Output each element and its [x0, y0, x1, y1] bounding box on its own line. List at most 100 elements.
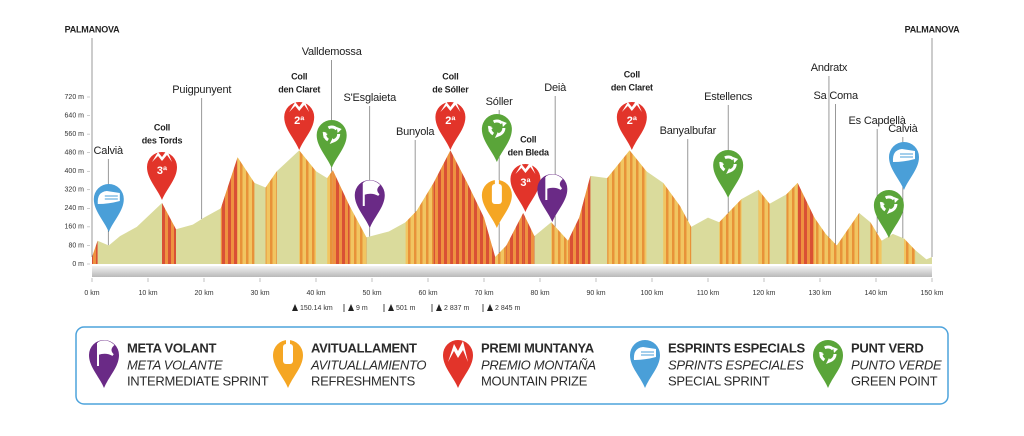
gradient-segment — [299, 150, 316, 264]
legend-es: AVITUALLAMIENTO — [310, 357, 426, 372]
x-tick-label: 110 km — [697, 290, 720, 297]
flag-icon — [97, 340, 115, 366]
x-tick-label: 130 km — [809, 290, 832, 297]
legend-item — [89, 340, 119, 388]
pin-shape — [510, 164, 541, 212]
legend-item — [443, 340, 473, 388]
sprint-lines — [900, 153, 913, 158]
y-tick-label: 80 m — [68, 242, 84, 249]
gradient-segment — [607, 150, 630, 264]
legend-title: PUNT VERD — [851, 340, 923, 355]
place-label: Sóller — [486, 96, 513, 108]
legend-item — [273, 340, 303, 388]
gradient-segment — [506, 212, 524, 264]
x-tick-label: 140 km — [865, 290, 888, 297]
gradient-segment — [680, 206, 692, 264]
x-tick-label: 60 km — [418, 290, 437, 297]
gradient-segment — [568, 217, 580, 264]
gradient-segment — [848, 212, 860, 264]
y-tick-label: 400 m — [65, 168, 85, 175]
stat-label: 9 m — [356, 305, 368, 312]
place-label: Coll — [520, 134, 536, 144]
pin — [316, 120, 347, 168]
y-tick-label: 640 m — [65, 112, 85, 119]
stat-label: 501 m — [396, 305, 416, 312]
gradient-segment — [405, 210, 417, 264]
x-tick-label: 30 km — [250, 290, 269, 297]
y-tick-label: 0 m — [72, 261, 84, 268]
legend-title: META VOLANT — [127, 340, 216, 355]
place-label: Coll — [624, 69, 640, 79]
bottle-icon — [494, 180, 499, 185]
stat-label: 150.14 km — [300, 305, 333, 312]
gradient-segment — [467, 182, 484, 264]
y-tick-label: 480 m — [65, 150, 85, 157]
place-label: PALMANOVA — [65, 24, 121, 34]
gradient-segment — [836, 229, 848, 264]
road-band — [92, 266, 932, 277]
gradient-segment — [265, 171, 277, 264]
legend-pin — [630, 340, 660, 388]
legend-title: PREMI MUNTANYA — [481, 340, 595, 355]
x-tick-label: 20 km — [194, 290, 213, 297]
pin-label: 3ª — [157, 165, 168, 177]
legend-es: PUNTO VERDE — [851, 357, 942, 372]
place-label: den Bleda — [508, 147, 550, 157]
mountain-icon — [289, 100, 310, 112]
place-label: Calvià — [888, 123, 918, 135]
pin-label: 2ª — [294, 115, 305, 127]
x-tick-label: 80 km — [530, 290, 549, 297]
legend-en: INTERMEDIATE SPRINT — [127, 373, 269, 388]
bottle-icon — [491, 184, 502, 204]
place-label: S'Esglaieta — [344, 92, 398, 104]
bottle-icon — [286, 340, 290, 345]
legend-title: AVITUALLAMENT — [311, 340, 417, 355]
pin — [889, 142, 919, 190]
place-label: Estellencs — [704, 91, 753, 103]
gradient-segment — [416, 182, 434, 264]
pin — [481, 180, 512, 228]
gradient-segment — [814, 217, 826, 264]
sprint-icon — [633, 347, 656, 360]
legend-item — [630, 340, 660, 388]
legend-pin — [443, 340, 473, 388]
pin: 2ª — [435, 100, 466, 150]
pin — [873, 190, 904, 238]
pin — [354, 180, 385, 228]
pin — [481, 114, 512, 162]
pin-shape — [616, 102, 647, 150]
y-tick-label: 560 m — [65, 131, 85, 138]
stat-icon — [436, 304, 442, 311]
gradient-segment — [220, 157, 238, 264]
legend-en: GREEN POINT — [851, 373, 938, 388]
sprint-icon — [97, 191, 120, 204]
place-label: Andratx — [811, 62, 848, 74]
x-tick-label: 90 km — [586, 290, 605, 297]
pin-shape — [435, 102, 466, 150]
sprint-lines — [104, 195, 118, 200]
pin-shape — [147, 152, 177, 200]
place-label: Calvià — [94, 145, 124, 157]
legend-en: SPECIAL SPRINT — [668, 373, 770, 388]
place-label: den Claret — [611, 82, 653, 92]
x-tick-label: 10 km — [138, 290, 157, 297]
gradient-segment — [450, 150, 468, 264]
pin — [537, 174, 568, 222]
gradient-segment — [162, 202, 176, 264]
legend-es: PREMIO MONTAÑA — [481, 357, 596, 372]
place-label: Bunyola — [396, 126, 435, 138]
gradient-segment — [237, 157, 255, 264]
gradient-segment — [629, 150, 647, 264]
gradient-segment — [663, 182, 680, 264]
gradient-segment — [551, 222, 568, 264]
stat-label: 2 845 m — [495, 305, 520, 312]
bottle-icon — [283, 344, 293, 364]
stat-icon — [348, 304, 354, 311]
mountain-icon — [621, 100, 642, 112]
y-tick-label: 320 m — [65, 187, 85, 194]
pin: 3ª — [147, 150, 177, 200]
pin-shape — [284, 102, 315, 150]
mountain-icon — [515, 162, 536, 174]
legend-en: MOUNTAIN PRIZE — [481, 373, 588, 388]
gradient-segment — [523, 212, 535, 264]
